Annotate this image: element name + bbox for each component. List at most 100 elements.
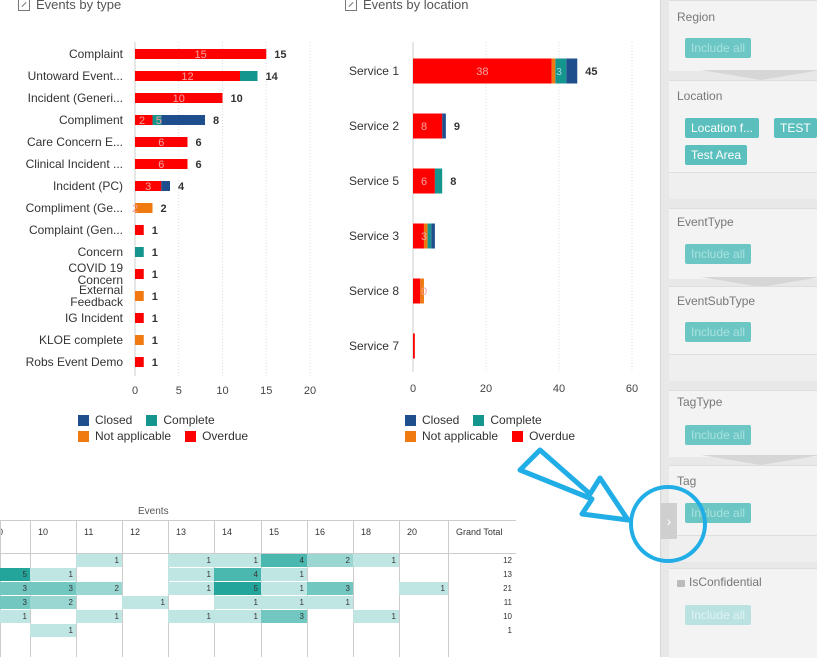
- events-by-type-title[interactable]: Events by type: [18, 0, 121, 12]
- bar-segment: [135, 181, 162, 191]
- legend-complete: Complete: [163, 413, 215, 427]
- bar-segment: [135, 269, 144, 279]
- bar-inner-label: 6: [158, 137, 164, 149]
- overdue-swatch: [185, 430, 197, 442]
- table-cell: 11: [503, 598, 512, 607]
- table-cell: [399, 624, 448, 637]
- table-cell: 21: [503, 584, 512, 593]
- column-header: 14: [222, 527, 233, 537]
- column-header: 10: [38, 527, 49, 537]
- confidential-label-text: IsConfidential: [689, 575, 762, 589]
- category-label: Service 5: [349, 174, 399, 188]
- x-tick-label: 60: [626, 383, 638, 395]
- x-tick-label: 5: [176, 385, 182, 397]
- table-cell: [122, 568, 168, 581]
- bar-segment: [427, 223, 432, 249]
- table-cell: 1: [261, 568, 307, 581]
- bar-segment: [135, 247, 144, 257]
- tagtype-include-all-chip[interactable]: Include all: [685, 425, 752, 445]
- closed-swatch: [405, 414, 416, 426]
- collapse-panel-button[interactable]: ›: [661, 503, 677, 539]
- bar-segment: [135, 291, 144, 301]
- table-cell: 1: [30, 624, 76, 637]
- table-cell: [353, 624, 399, 637]
- table-cell: [307, 624, 353, 637]
- table-cell: 4: [261, 554, 307, 567]
- bar-segment: [555, 58, 567, 84]
- bar-inner-label: 6: [421, 176, 427, 188]
- category-label: Service 2: [349, 119, 399, 133]
- bar-segment: [434, 168, 443, 194]
- divider-arrow: [701, 455, 817, 465]
- table-cell: 1: [307, 596, 353, 609]
- events-by-location-title-text: Events by location: [363, 0, 469, 12]
- legend-overdue: Overdue: [529, 429, 576, 443]
- bar-inner-label: 3: [556, 67, 562, 78]
- bar-total-label: 10: [231, 93, 243, 105]
- region-include-all-chip[interactable]: Include all: [685, 38, 752, 58]
- tag-include-all-chip[interactable]: Include all: [685, 503, 752, 523]
- table-cell: [168, 624, 214, 637]
- bar-total-label: 6: [196, 159, 202, 171]
- bar-segment: [551, 58, 556, 84]
- table-cell: [399, 554, 448, 567]
- table-cell: 2: [76, 582, 122, 595]
- table-cell: [214, 624, 261, 637]
- table-cell: 1: [353, 610, 399, 623]
- bar-total-label: 9: [454, 121, 460, 133]
- category-label: External: [79, 283, 123, 297]
- expand-chart-icon[interactable]: [345, 0, 357, 11]
- eventsubtype-footer: [669, 354, 817, 381]
- bar-segment: [413, 58, 552, 84]
- bar-inner-label: 2: [139, 115, 145, 127]
- bar-total-label: 8: [450, 176, 456, 188]
- table-cell: [353, 582, 399, 595]
- bar-segment: [135, 137, 188, 147]
- table-cell: [353, 568, 399, 581]
- events-by-location-title[interactable]: Events by location: [345, 0, 469, 12]
- table-cell: 3: [30, 582, 76, 595]
- bar-total-label: 1: [152, 269, 158, 281]
- bar-total-label: 6: [196, 137, 202, 149]
- location-chip-test-area[interactable]: Test Area: [685, 145, 748, 165]
- events-by-location-legend: Closed Complete Not applicable Overdue: [405, 412, 575, 444]
- bar-segment: [161, 115, 205, 125]
- table-cell: 1: [168, 582, 214, 595]
- location-chip-location[interactable]: Location f...: [685, 118, 760, 138]
- expand-chart-icon[interactable]: [18, 0, 30, 11]
- table-cell: [30, 554, 76, 567]
- category-label: Robs Event Demo: [26, 355, 124, 369]
- table-cell: [168, 596, 214, 609]
- location-footer: [669, 172, 817, 199]
- closed-swatch: [78, 414, 89, 426]
- table-cell: 3: [0, 596, 30, 609]
- column-header: 20: [407, 527, 418, 537]
- eventtype-include-all-chip[interactable]: Include all: [685, 244, 752, 264]
- category-label: Complaint: [69, 47, 124, 61]
- lock-icon: [677, 580, 685, 587]
- column-header: 16: [315, 527, 326, 537]
- events-pivot-table: Events 0 10 11 12 13 14 15 16 18 20 Grand Total 1 1 1 4…: [0, 500, 520, 657]
- category-label: Compliment: [59, 113, 124, 127]
- legend-closed: Closed: [95, 413, 133, 427]
- table-cell: [307, 568, 353, 581]
- table-cell: [122, 554, 168, 567]
- table-cell: 13: [503, 570, 512, 579]
- bar-inner-label: 12: [181, 71, 193, 83]
- table-cell: 1: [122, 596, 168, 609]
- table-cell: [76, 596, 122, 609]
- location-chip-test[interactable]: TEST: [774, 118, 817, 138]
- table-cell: 1: [30, 568, 76, 581]
- complete-swatch: [146, 414, 158, 426]
- eventsubtype-include-all-chip[interactable]: Include all: [685, 322, 752, 342]
- column-rule: [353, 520, 354, 657]
- bar-segment: [413, 278, 421, 304]
- bar-segment: [135, 225, 144, 235]
- table-group-header: Events: [138, 506, 169, 517]
- bar-total-label: 1: [152, 291, 158, 303]
- category-label: Incident (Generi...: [28, 91, 123, 105]
- table-cell: 3: [307, 582, 353, 595]
- x-tick-label: 15: [260, 385, 272, 397]
- table-cell: [76, 568, 122, 581]
- bar-segment: [413, 333, 415, 359]
